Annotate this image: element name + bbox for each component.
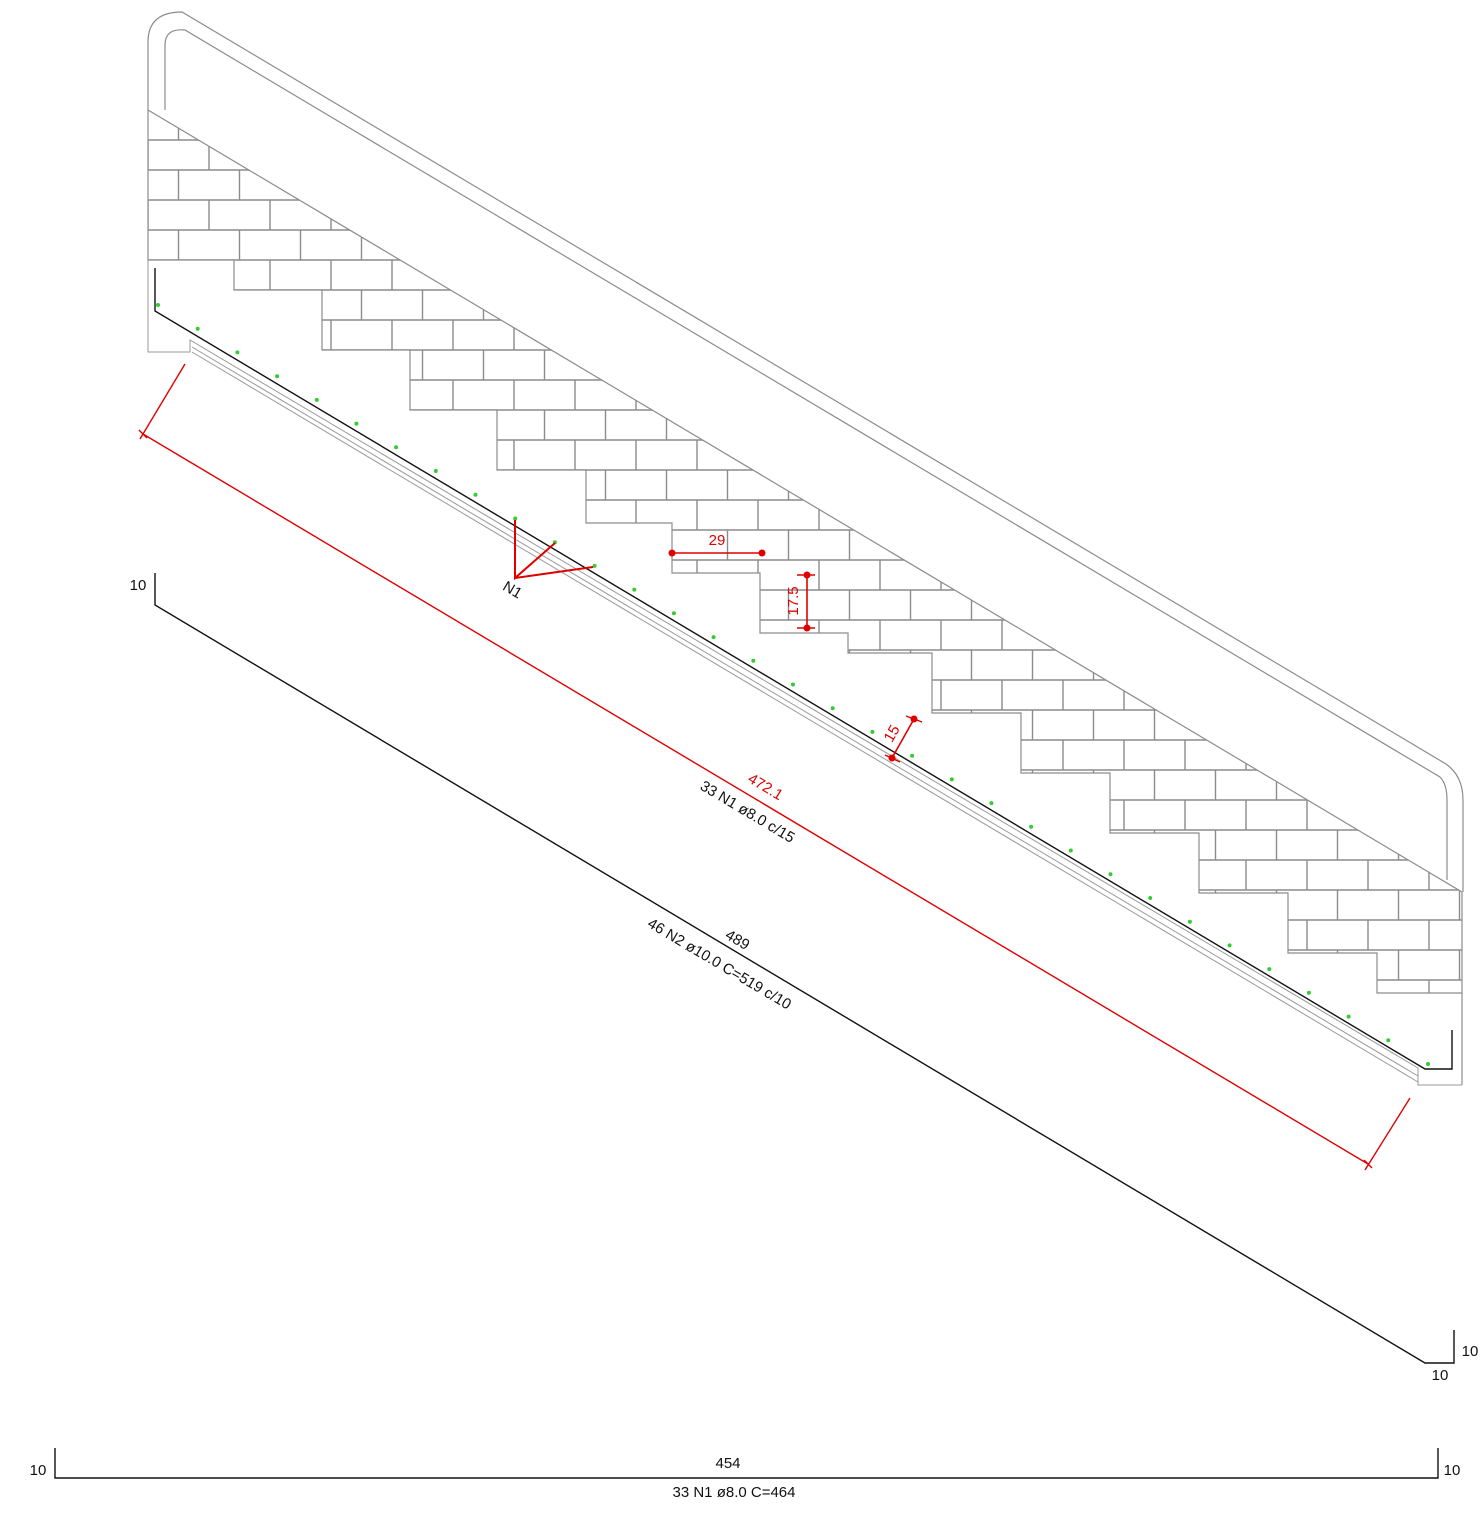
n2-hook-left-label: 10 — [130, 577, 147, 594]
distribution-bar-dot — [593, 564, 597, 568]
wall-top-edge — [148, 110, 1462, 892]
distribution-bar-dot — [1148, 896, 1152, 900]
distribution-bar-dot — [1228, 943, 1232, 947]
n2-hook-right-vertical-label: 10 — [1462, 1343, 1479, 1360]
distribution-bar-dot — [989, 801, 993, 805]
rebar-n1-schedule-bar — [55, 1448, 1438, 1478]
n1-mark-label: N1 — [500, 578, 525, 602]
distribution-bar-dot — [354, 422, 358, 426]
rebar-n2-schedule-bar — [155, 573, 1454, 1363]
tread-dimension: 29 — [669, 532, 766, 557]
slab-length-label: 472.1 — [745, 770, 786, 804]
distribution-bar-dot — [870, 730, 874, 734]
distribution-bar-dot — [950, 777, 954, 781]
distribution-bar-dot — [1188, 920, 1192, 924]
n1-length-label: 454 — [715, 1455, 740, 1472]
distribution-bar-dot — [434, 469, 438, 473]
distribution-bar-dot — [196, 327, 200, 331]
distribution-bar-dot — [1347, 1015, 1351, 1019]
n1-description-label: 33 N1 ø8.0 C=464 — [673, 1484, 796, 1501]
riser-dimension-label: 17.5 — [785, 586, 802, 615]
distribution-bar-dot — [712, 635, 716, 639]
n1-hook-right-label: 10 — [1444, 1462, 1461, 1479]
distribution-bar-dot — [1069, 849, 1073, 853]
distribution-bar-dot — [474, 493, 478, 497]
distribution-bar-dot — [1029, 825, 1033, 829]
slab-thickness-label: 15 — [881, 722, 904, 745]
distribution-bar-dot — [235, 350, 239, 354]
slab-thickness-dimension: 15 — [881, 716, 922, 763]
distribution-bar-dot — [791, 683, 795, 687]
n2-length-label: 489 — [722, 926, 752, 953]
distribution-bar-dot — [632, 588, 636, 592]
distribution-bar-dot — [394, 445, 398, 449]
distribution-bar-dot — [910, 754, 914, 758]
distribution-bar-dot — [1267, 967, 1271, 971]
brick-wall — [148, 110, 1462, 1010]
distribution-bar-dot — [156, 303, 160, 307]
tread-dimension-label: 29 — [709, 532, 726, 549]
n2-hook-right-horizontal-label: 10 — [1432, 1367, 1449, 1384]
n2-description-label: 46 N2 ø10.0 C=519 c/10 — [645, 915, 795, 1013]
distribution-bar-dot — [1307, 991, 1311, 995]
distribution-bar-dot — [275, 374, 279, 378]
distribution-bar-dot — [513, 517, 517, 521]
riser-dimension: 17.5 — [785, 572, 815, 632]
distribution-bar-dot — [751, 659, 755, 663]
n1-hook-left-label: 10 — [30, 1462, 47, 1479]
slab-length-dimension — [139, 364, 1410, 1170]
distribution-bar-dot — [1426, 1062, 1430, 1066]
distribution-bar-dots — [156, 303, 1430, 1066]
handrail — [148, 12, 1463, 892]
distribution-bar-dot — [1386, 1038, 1390, 1042]
distribution-bar-dot — [315, 398, 319, 402]
distribution-bar-dot — [831, 706, 835, 710]
distribution-bar-dot — [1109, 872, 1113, 876]
distribution-bar-dot — [672, 611, 676, 615]
